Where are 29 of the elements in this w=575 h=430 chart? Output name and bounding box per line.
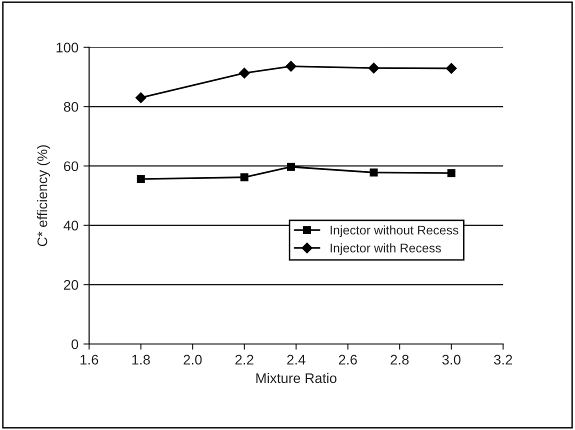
y-tick-label: 40 — [64, 220, 78, 230]
point — [136, 175, 145, 184]
legend-label: Injector with Recess — [330, 243, 441, 255]
x-tick-label: 1.6 — [80, 354, 98, 365]
point — [238, 68, 250, 79]
y-tick-label: 80 — [64, 102, 78, 112]
y-tick-label: 0 — [72, 339, 78, 350]
x-tick-label: 3.0 — [442, 354, 460, 365]
x-tick-label: 2.6 — [338, 354, 357, 365]
y-axis-title: C* efficiency (%) — [37, 145, 50, 246]
x-tick-label: 1.8 — [132, 354, 150, 365]
y-tick-label: 60 — [64, 161, 78, 172]
legend-label: Injector without Recess — [330, 225, 458, 238]
point — [447, 169, 456, 178]
x-axis-title: Mixture Ratio — [256, 372, 336, 384]
y-tick-label: 100 — [56, 42, 78, 52]
point — [446, 62, 457, 74]
point — [370, 168, 378, 176]
point — [368, 62, 380, 74]
point — [240, 173, 248, 182]
point — [286, 60, 296, 72]
x-tick-label: 3.2 — [494, 354, 512, 365]
x-tick-label: 2.4 — [287, 354, 306, 364]
x-tick-label: 2.8 — [390, 354, 409, 365]
y-tick-label: 20 — [64, 280, 78, 290]
x-tick-label: 2.2 — [235, 354, 254, 364]
point — [286, 162, 295, 171]
point — [135, 92, 146, 104]
x-tick-label: 2.0 — [184, 354, 202, 365]
